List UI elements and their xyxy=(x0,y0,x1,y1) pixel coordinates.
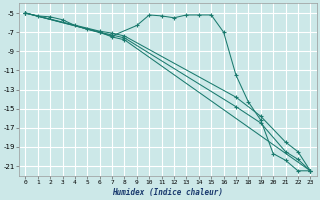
X-axis label: Humidex (Indice chaleur): Humidex (Indice chaleur) xyxy=(112,188,223,197)
